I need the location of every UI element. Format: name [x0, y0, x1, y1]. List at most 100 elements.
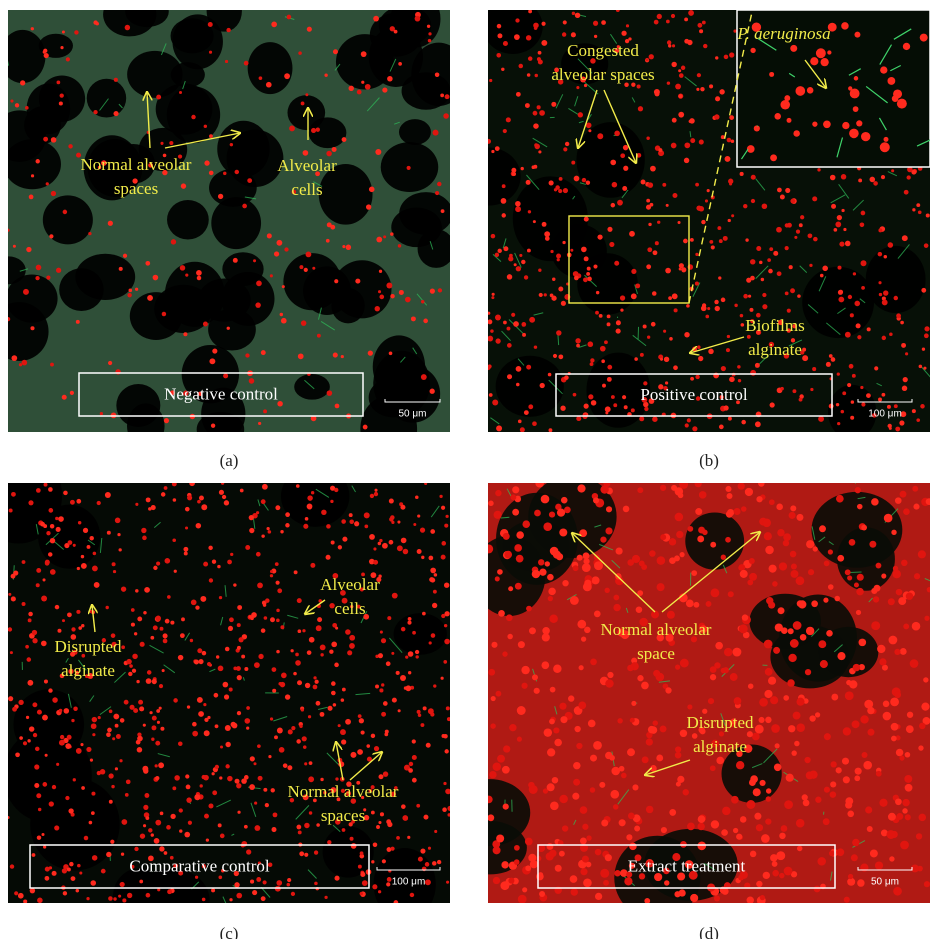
- cell-dot: [275, 562, 279, 566]
- cell-dot: [263, 409, 267, 413]
- cell-dot: [496, 53, 501, 58]
- cell-dot: [236, 666, 241, 671]
- cell-dot: [818, 640, 826, 648]
- cell-dot: [857, 879, 864, 886]
- cell-dot: [299, 725, 302, 728]
- cell-dot: [280, 625, 284, 629]
- cell-dot: [624, 405, 628, 409]
- cell-dot: [557, 508, 565, 516]
- cell-dot: [778, 607, 785, 614]
- cell-dot: [921, 288, 926, 293]
- cell-dot: [697, 23, 702, 28]
- cell-dot: [118, 895, 121, 898]
- bacterium: [856, 120, 862, 126]
- cell-dot: [153, 566, 157, 570]
- cell-dot: [889, 636, 898, 645]
- cell-dot: [695, 253, 698, 256]
- cell-dot: [105, 606, 108, 609]
- cell-dot: [197, 648, 202, 653]
- cell-dot: [613, 804, 619, 810]
- cell-dot: [762, 304, 767, 309]
- cell-dot: [515, 201, 521, 207]
- cell-dot: [588, 129, 591, 132]
- cell-dot: [853, 664, 860, 671]
- cell-dot: [496, 425, 502, 431]
- cell-dot: [6, 317, 10, 321]
- cell-dot: [580, 806, 588, 814]
- cell-dot: [796, 723, 805, 732]
- cell-dot: [492, 293, 495, 296]
- cell-dot: [64, 708, 70, 714]
- cell-dot: [507, 327, 511, 331]
- cell-dot: [550, 294, 554, 298]
- cell-dot: [139, 880, 143, 884]
- cell-dot: [653, 250, 658, 255]
- cell-dot: [430, 578, 435, 583]
- cell-dot: [62, 31, 65, 34]
- cell-dot: [734, 304, 737, 307]
- cell-dot: [605, 588, 610, 593]
- cell-dot: [756, 496, 762, 502]
- cell-dot: [157, 721, 160, 724]
- cell-dot: [851, 854, 858, 861]
- cell-dot: [772, 581, 778, 587]
- cell-dot: [792, 389, 796, 393]
- cell-dot: [834, 228, 838, 232]
- cell-dot: [261, 534, 264, 537]
- cell-dot: [751, 199, 755, 203]
- cell-dot: [228, 626, 233, 631]
- cell-dot: [59, 101, 63, 105]
- cell-dot: [494, 511, 502, 519]
- cell-dot: [373, 547, 376, 550]
- cell-dot: [334, 279, 338, 283]
- bacterium: [823, 120, 831, 128]
- cell-dot: [428, 708, 434, 714]
- cell-dot: [394, 900, 399, 905]
- cell-dot: [342, 537, 347, 542]
- cell-dot: [874, 366, 878, 370]
- cell-dot: [595, 893, 602, 900]
- cell-dot: [490, 329, 493, 332]
- cell-dot: [597, 234, 602, 239]
- cell-dot: [815, 712, 820, 717]
- cell-dot: [519, 64, 524, 69]
- cell-dot: [92, 717, 97, 722]
- cell-dot: [497, 569, 503, 575]
- cell-dot: [66, 57, 70, 61]
- cell-dot: [32, 702, 37, 707]
- cell-dot: [209, 578, 213, 582]
- cell-dot: [867, 826, 873, 832]
- cell-dot: [573, 779, 580, 786]
- cell-dot: [894, 649, 900, 655]
- cell-dot: [697, 536, 704, 543]
- cell-dot: [287, 878, 291, 882]
- cell-dot: [376, 825, 380, 829]
- cell-dot: [203, 703, 206, 706]
- cell-dot: [580, 868, 587, 875]
- cell-dot: [276, 240, 282, 246]
- bacterium: [903, 43, 910, 50]
- cell-dot: [571, 888, 578, 895]
- cell-dot: [327, 840, 331, 844]
- cell-dot: [378, 821, 381, 824]
- cell-dot: [709, 84, 713, 88]
- alveolar-space: [837, 527, 895, 590]
- alveolar-space: [394, 613, 447, 655]
- cell-dot: [912, 622, 921, 631]
- cell-dot: [623, 166, 628, 171]
- cell-dot: [838, 297, 844, 303]
- cell-dot: [160, 727, 164, 731]
- cell-dot: [514, 34, 520, 40]
- cell-dot: [532, 421, 537, 426]
- cell-dot: [697, 345, 701, 349]
- cell-dot: [756, 824, 763, 831]
- cell-dot: [155, 741, 160, 746]
- cell-dot: [739, 624, 748, 633]
- cell-dot: [181, 617, 185, 621]
- cell-dot: [802, 355, 808, 361]
- cell-dot: [671, 143, 677, 149]
- cell-dot: [113, 570, 116, 573]
- page: {"panels": [ {"label": "(a)", "caption":…: [0, 0, 932, 939]
- cell-dot: [616, 547, 623, 554]
- cell-dot: [430, 289, 435, 294]
